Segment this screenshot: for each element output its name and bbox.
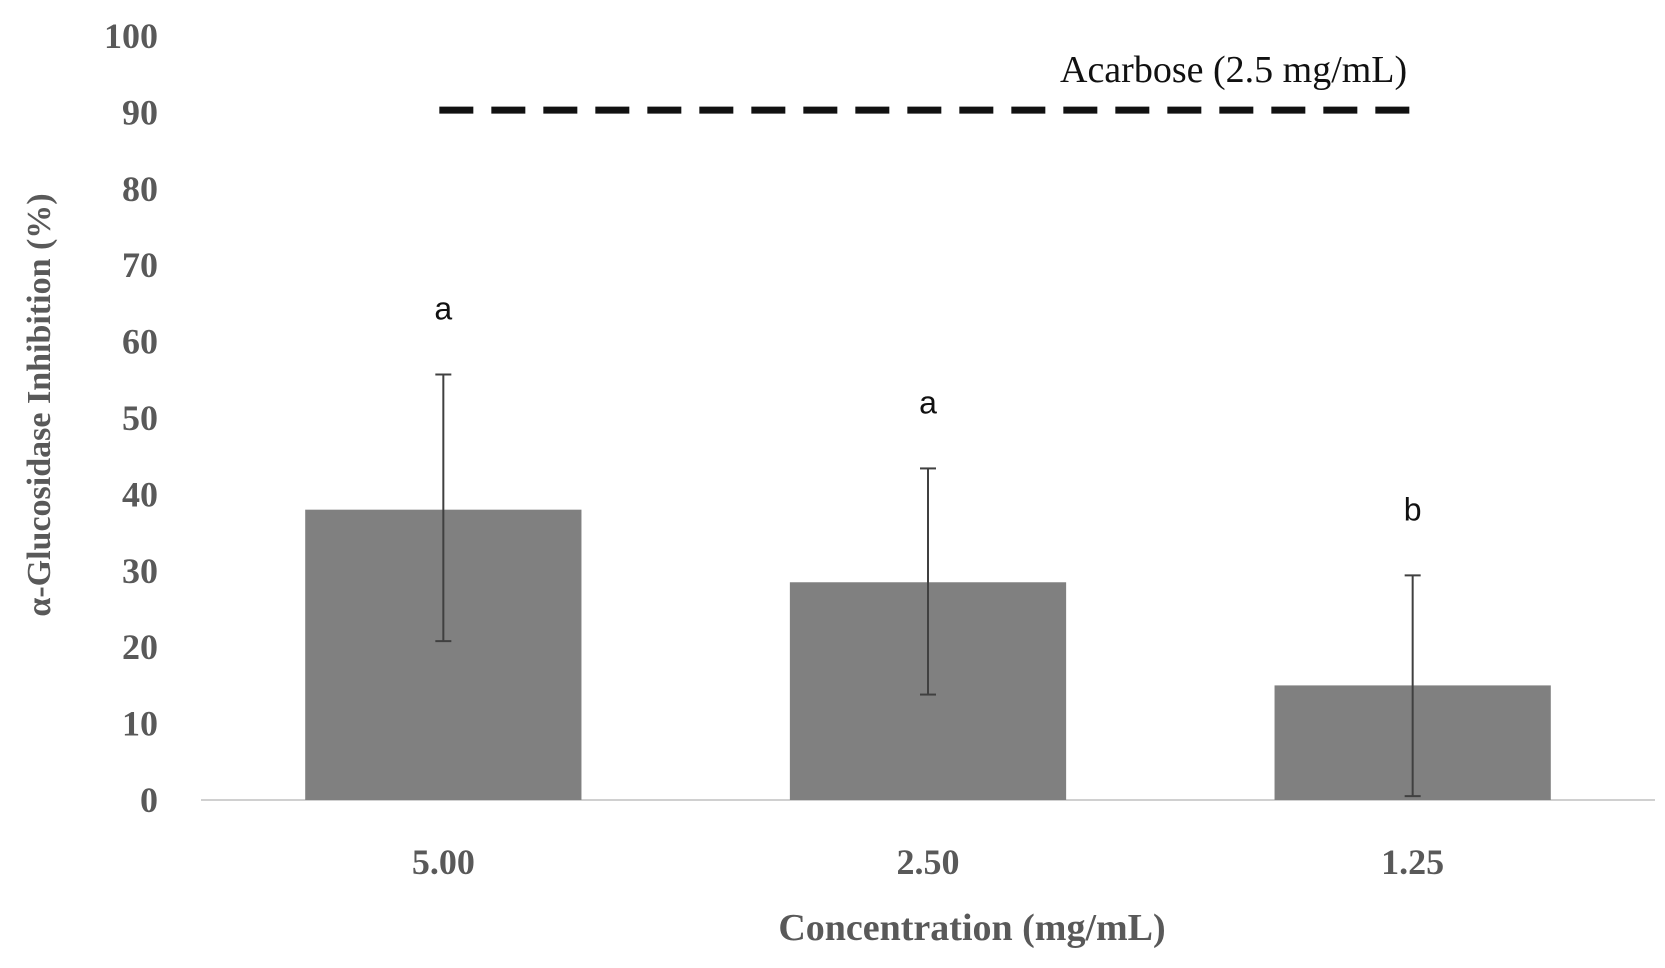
significance-label: a: [434, 290, 452, 326]
significance-label: b: [1404, 491, 1422, 527]
x-axis-title: Concentration (mg/mL): [778, 907, 1165, 949]
y-tick-label: 80: [122, 169, 158, 209]
y-tick-label: 20: [122, 627, 158, 667]
y-tick-label: 60: [122, 322, 158, 362]
y-tick-label: 100: [104, 16, 158, 56]
y-tick-label: 10: [122, 704, 158, 744]
significance-label: a: [919, 384, 937, 420]
y-axis-tick-labels: 0 10 20 30 40 50 60 70 80 90 100: [104, 16, 158, 820]
x-axis-tick-labels: 5.00 2.50 1.25: [412, 842, 1444, 882]
x-tick-label: 1.25: [1381, 842, 1444, 882]
y-axis-title: α-Glucosidase Inhibition (%): [21, 193, 58, 616]
y-tick-label: 70: [122, 245, 158, 285]
y-tick-label: 90: [122, 92, 158, 132]
reference-line-label: Acarbose (2.5 mg/mL): [1060, 49, 1407, 91]
error-bars-group: [435, 373, 1421, 798]
y-tick-label: 50: [122, 398, 158, 438]
y-tick-label: 30: [122, 551, 158, 591]
significance-labels: a a b: [434, 290, 1421, 527]
x-tick-label: 2.50: [897, 842, 960, 882]
y-tick-label: 0: [140, 780, 158, 820]
x-tick-label: 5.00: [412, 842, 475, 882]
y-tick-label: 40: [122, 474, 158, 514]
